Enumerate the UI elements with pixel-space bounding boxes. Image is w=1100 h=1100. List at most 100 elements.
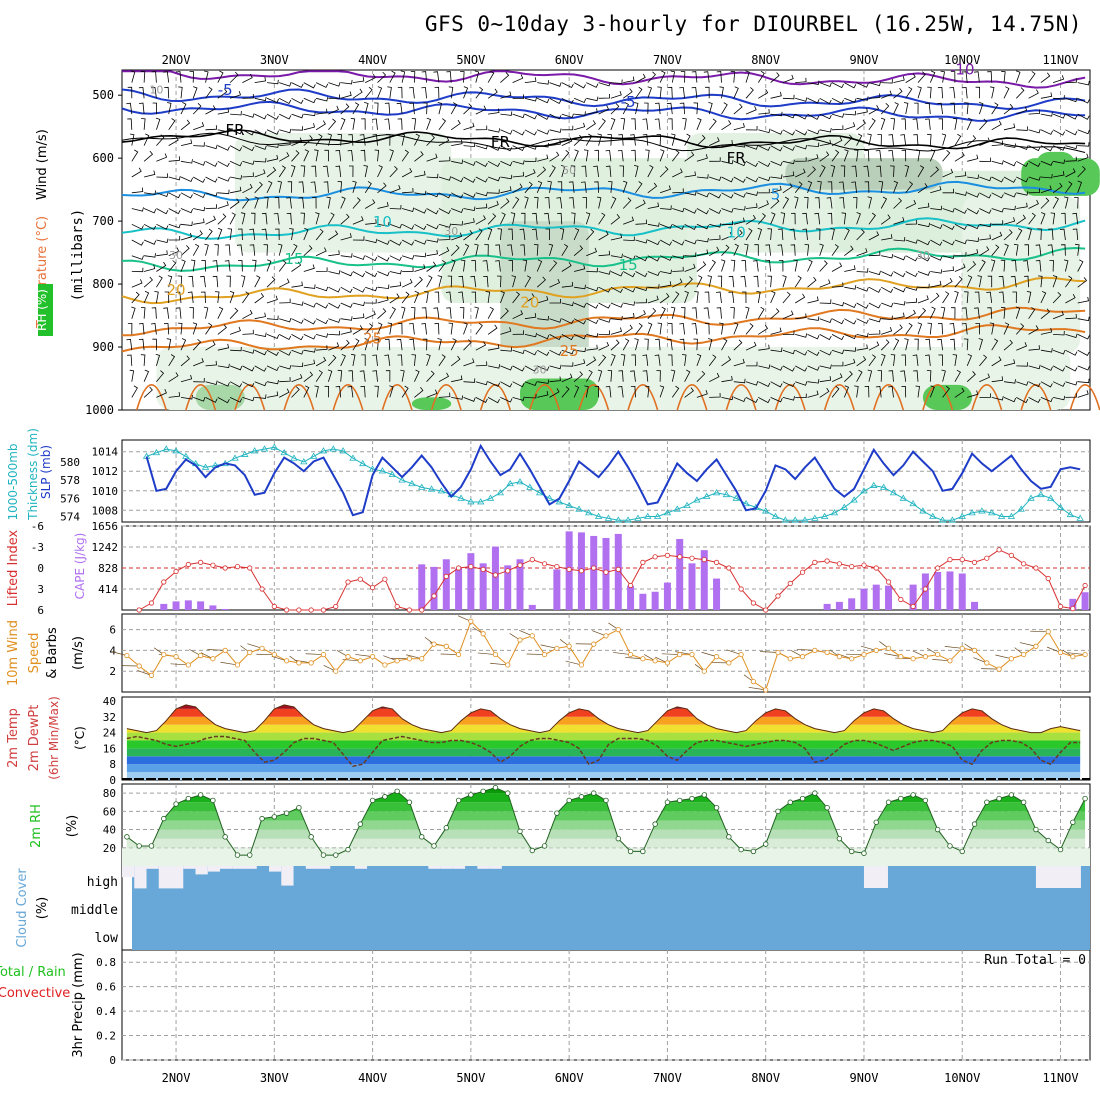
wind-barb — [549, 151, 560, 162]
wind-barb — [447, 275, 453, 288]
wind-barb — [254, 157, 267, 163]
wind-barb — [586, 356, 597, 367]
wind-barb — [291, 386, 300, 398]
wind-barb — [164, 86, 170, 99]
wind-barb — [770, 185, 782, 194]
wind-barb — [549, 299, 561, 304]
wind-barb — [328, 342, 340, 351]
wind-barb — [401, 223, 415, 230]
wind-barb — [680, 71, 686, 83]
wind-barb — [830, 165, 836, 178]
wind-barb — [1065, 113, 1078, 120]
lifted-index-line — [138, 549, 1086, 611]
wind-barb — [360, 385, 366, 398]
wind-barb — [794, 196, 799, 209]
wind-barb — [618, 134, 624, 146]
wind-barb — [708, 102, 713, 115]
rh-band — [126, 838, 1086, 848]
wind-barb — [915, 385, 920, 398]
wind-barb — [340, 91, 352, 99]
wind-barb — [819, 364, 832, 369]
wind10-point — [148, 672, 155, 678]
wind-barb — [451, 208, 464, 214]
wind-barb — [328, 105, 339, 115]
wind-barb — [610, 253, 623, 259]
wind-barb — [426, 192, 439, 198]
wind-barb — [205, 204, 217, 209]
wind-barb — [877, 134, 882, 146]
wind-barb — [966, 371, 976, 382]
wind-barb — [622, 197, 632, 209]
wind-barb — [512, 349, 525, 355]
wind-barb — [1015, 228, 1023, 241]
wind-barb — [905, 239, 918, 244]
wind-barb — [1040, 397, 1053, 403]
wind-barb — [389, 255, 402, 262]
wind-barb — [224, 260, 231, 272]
wind-barb — [856, 369, 863, 382]
wind-barb — [217, 227, 223, 241]
wind-barb — [426, 353, 431, 367]
wind10-point — [898, 654, 904, 660]
cape-bar — [172, 601, 180, 610]
wind-barb — [868, 251, 881, 257]
wind-barb — [537, 315, 549, 321]
wind10-point — [222, 647, 228, 654]
wind-barb — [205, 125, 217, 131]
wind-barb — [438, 118, 447, 131]
wind-barb — [365, 271, 378, 278]
wind-barb — [168, 175, 181, 181]
wind-barb — [463, 243, 470, 256]
wind-barb — [512, 381, 525, 388]
wind-barb — [497, 228, 502, 241]
isotherm-label: 15 — [284, 250, 303, 268]
thickness-point — [722, 490, 731, 498]
cape-bar — [713, 578, 721, 610]
wind-barb — [696, 192, 709, 198]
rh-patch — [156, 347, 1071, 410]
wind-barb — [598, 105, 610, 115]
wind-barb — [471, 291, 477, 304]
wind-barb — [396, 102, 403, 115]
lifted-index-point — [935, 565, 941, 571]
wind-barb — [287, 181, 293, 193]
wind-barb — [475, 176, 488, 183]
wind-barb — [450, 119, 461, 131]
lifted-index-axis-label: Lifted Index — [6, 529, 21, 606]
wind10-point — [701, 668, 707, 674]
wind-barb — [917, 307, 927, 319]
wind-barb — [229, 290, 235, 304]
wind-barb — [537, 349, 550, 357]
wind-barb — [733, 160, 746, 167]
cape-bar — [688, 563, 696, 610]
rh-patch — [1035, 151, 1076, 178]
wind10-barb — [220, 661, 238, 666]
wind-barb — [229, 381, 243, 388]
rh-point — [480, 788, 486, 794]
wind-barb — [254, 96, 267, 102]
lifted-index-point — [627, 582, 634, 589]
temp-band — [126, 756, 1081, 765]
wind-barb — [1001, 70, 1006, 83]
wind-barb — [790, 244, 796, 256]
cape-bar — [971, 601, 979, 610]
rh-point — [738, 846, 744, 853]
wind-barb — [266, 166, 277, 178]
cape-bar — [639, 593, 647, 610]
wind-barb — [561, 362, 574, 367]
wind10-point — [603, 633, 609, 639]
wind-barb — [537, 129, 550, 135]
wind-barb — [1048, 228, 1054, 241]
temp-band — [126, 704, 1081, 709]
wind-barb — [131, 239, 144, 246]
wind-barb — [635, 73, 646, 83]
wind-barb — [838, 181, 845, 193]
wind-barb — [881, 286, 894, 294]
wind-barb — [203, 306, 209, 319]
wind-barb — [1052, 129, 1066, 136]
wind-barb — [143, 290, 150, 304]
cloud-gap — [232, 866, 245, 869]
wind-barb — [623, 312, 635, 320]
rh-point — [566, 797, 572, 804]
cape-bar — [700, 550, 708, 610]
